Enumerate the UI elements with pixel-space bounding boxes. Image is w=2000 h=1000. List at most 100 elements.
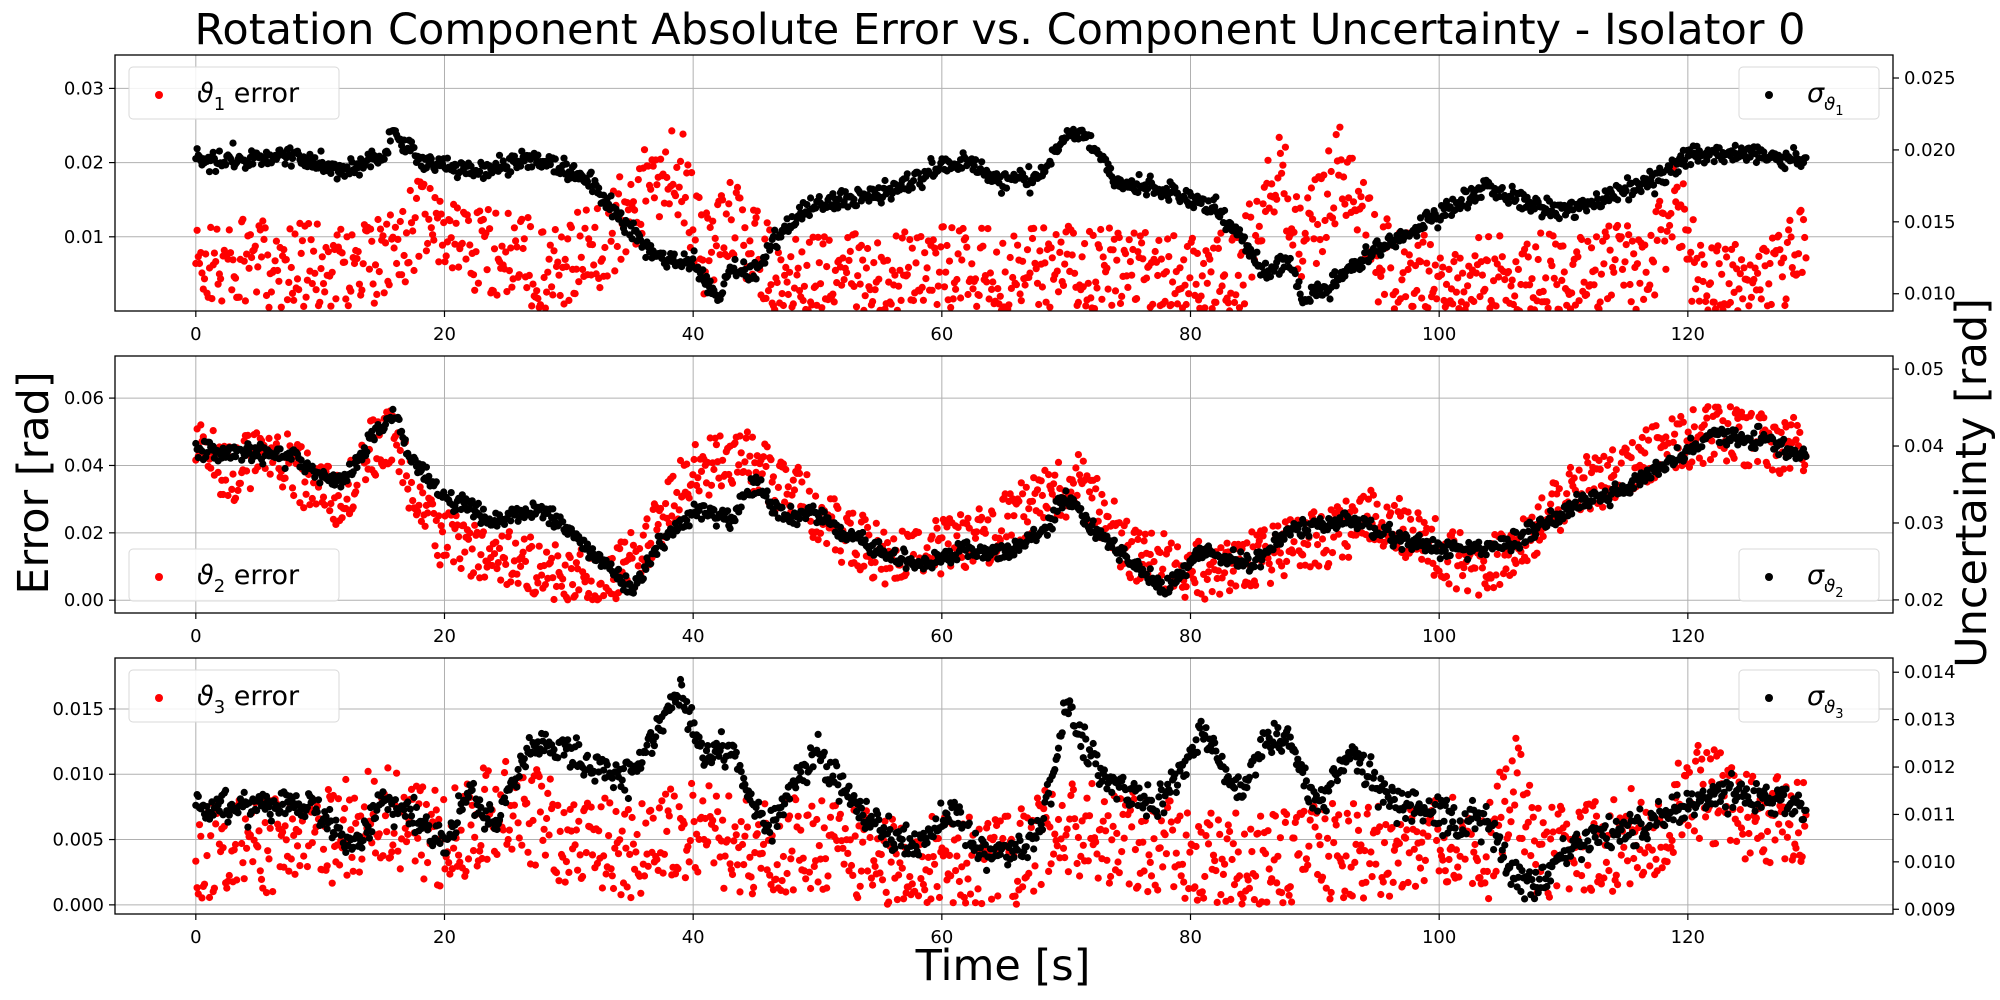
error-point [483,266,491,274]
uncertainty-point [215,147,223,155]
error-point [490,245,499,253]
error-point [779,460,788,468]
error-point [1167,301,1175,309]
error-point [823,539,831,548]
error-point [825,236,833,244]
error-point [355,280,363,288]
error-point [1602,232,1610,241]
uncertainty-point [1021,174,1029,182]
uncertainty-point [1446,552,1454,560]
error-point [1763,461,1772,469]
error-point [1662,265,1670,273]
y-tick-label-right: 0.015 [1904,212,1956,233]
uncertainty-point [1623,174,1632,182]
error-point [1290,538,1298,546]
error-point [503,288,511,296]
error-point [784,483,792,491]
error-point [1786,216,1794,224]
error-point [1310,508,1318,516]
legend-left: ϑ1 error [128,66,340,120]
error-point [528,302,536,310]
error-point [1047,244,1055,252]
uncertainty-point [1165,196,1173,204]
error-point [1108,301,1116,309]
error-point [795,287,804,295]
error-point [1612,466,1620,474]
error-point [492,209,500,217]
error-point [1787,233,1795,241]
error-point [1570,474,1578,482]
uncertainty-point [812,204,820,212]
error-point [1265,560,1273,568]
y-tick-label-left: 0.01 [64,227,104,248]
error-point [1436,254,1444,262]
error-point [923,544,931,552]
error-point [1085,488,1094,496]
error-point [415,501,423,509]
error-point [663,173,671,182]
error-point [1332,131,1340,139]
error-point [1151,247,1159,256]
error-point [1042,298,1050,306]
error-point [1349,198,1358,206]
uncertainty-point [1802,154,1810,162]
error-point [1622,445,1630,453]
uncertainty-point [762,253,770,261]
error-point [1069,479,1077,487]
error-point [1679,180,1687,188]
error-point [1641,449,1649,457]
error-point [1657,226,1665,234]
error-point [569,581,577,589]
subplots: 0 20 40 60 80 100 1200.010.020.030.0100.0150.0… [52,54,1956,948]
error-point [1418,555,1426,563]
error-point [690,455,698,464]
uncertainty-point [407,138,416,146]
error-point [881,580,889,588]
error-point [1062,513,1070,521]
error-point [932,249,940,257]
error-point [989,278,997,286]
error-point [1714,242,1722,250]
error-point [1563,490,1571,498]
error-point [1584,459,1592,467]
error-point [917,233,925,241]
error-point [722,210,730,218]
error-point [524,214,532,222]
uncertainty-point [1304,527,1312,535]
error-point [1549,232,1557,240]
error-point [1604,461,1612,469]
uncertainty-point [663,263,671,271]
error-point [1290,228,1298,236]
error-point [1318,535,1327,543]
error-point [973,528,981,536]
error-point [1383,215,1391,223]
error-point [1010,232,1018,240]
error-point [1193,249,1201,257]
uncertainty-point [809,502,817,510]
error-point [1289,241,1297,249]
error-point [1537,229,1545,237]
uncertainty-point [316,479,324,487]
error-point [396,217,404,226]
uncertainty-point [1441,547,1449,555]
error-point [1098,490,1106,499]
error-point [490,550,499,558]
error-point [1079,283,1087,291]
uncertainty-point [476,167,484,176]
error-point [1128,538,1136,546]
error-point [379,232,387,240]
error-point [902,569,910,578]
error-point [1605,222,1613,230]
error-point [710,465,718,474]
uncertainty-point [1662,178,1670,186]
error-point [303,449,311,457]
error-point [246,485,254,493]
error-point [402,472,411,480]
uncertainty-point [587,168,595,176]
error-point [280,246,288,254]
error-point [1173,543,1182,551]
error-point [1128,271,1136,279]
error-point [581,578,589,586]
error-point [1700,421,1708,429]
error-point [1188,234,1196,242]
